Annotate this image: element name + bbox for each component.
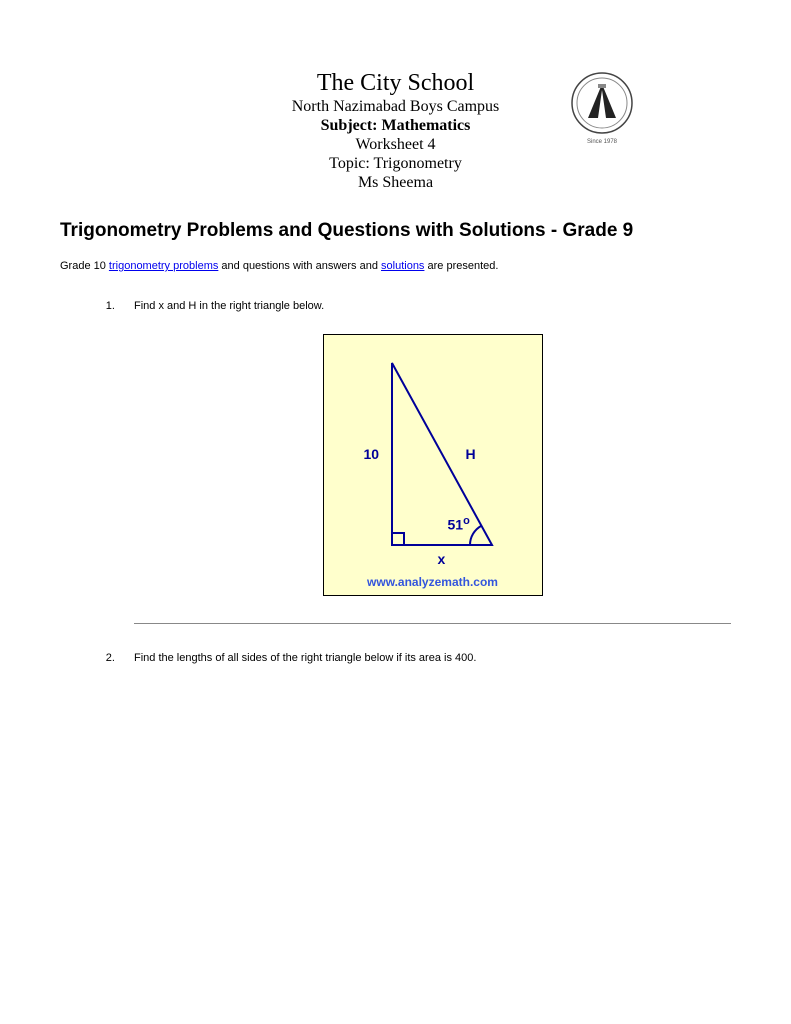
logo-since-text: Since 1978 (587, 139, 618, 145)
intro-paragraph: Grade 10 trigonometry problems and quest… (60, 260, 731, 272)
angle-label: 51o (448, 515, 470, 533)
problem-2-text: Find the lengths of all sides of the rig… (134, 652, 476, 664)
intro-text-2: and questions with answers and (218, 260, 381, 272)
problem-1: Find x and H in the right triangle below… (118, 300, 731, 624)
solutions-link[interactable]: solutions (381, 260, 424, 272)
trig-problems-link[interactable]: trigonometry problems (109, 260, 218, 272)
divider (134, 623, 731, 624)
document-header: The City School North Nazimabad Boys Cam… (60, 70, 731, 192)
angle-value: 51 (448, 517, 464, 533)
triangle-figure: 10 H x 51o www.analyzemath.com (323, 334, 543, 596)
intro-text-1: Grade 10 (60, 260, 109, 272)
figure-source-url: www.analyzemath.com (324, 575, 542, 589)
problem-list: Find x and H in the right triangle below… (60, 300, 731, 664)
problem-1-text: Find x and H in the right triangle below… (134, 300, 324, 312)
intro-text-3: are presented. (424, 260, 498, 272)
school-logo: Since 1978 (568, 70, 636, 148)
triangle-shape (392, 363, 492, 545)
page-title: Trigonometry Problems and Questions with… (60, 220, 731, 242)
topic-line: Topic: Trigonometry (60, 155, 731, 173)
problem-2: Find the lengths of all sides of the rig… (118, 652, 731, 664)
degree-symbol: o (463, 515, 470, 527)
triangle-svg (324, 335, 542, 595)
side-vertical-label: 10 (364, 446, 380, 462)
base-label: x (438, 551, 446, 567)
hypotenuse-label: H (466, 446, 476, 462)
angle-arc (470, 526, 481, 545)
right-angle-marker (392, 533, 404, 545)
teacher-line: Ms Sheema (60, 174, 731, 192)
